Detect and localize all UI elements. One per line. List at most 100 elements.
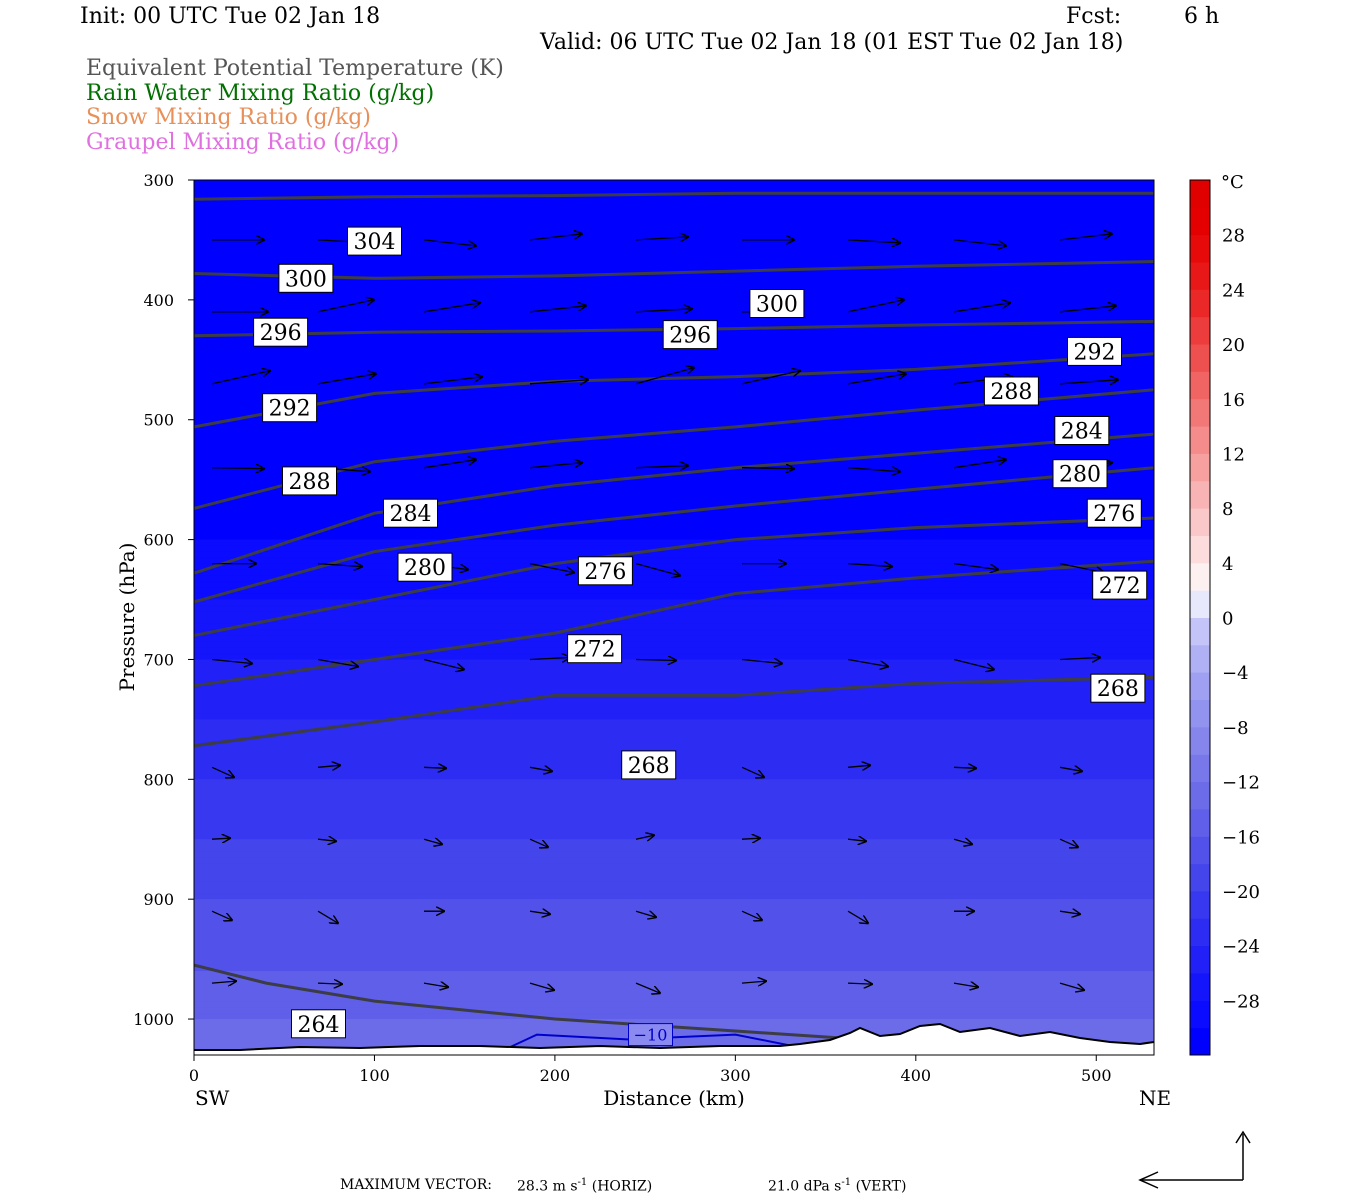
temperature-band [194,809,1154,816]
theta-e-label-box [1086,498,1142,528]
horiz-exponent: -1 [577,1177,588,1188]
temperature-band [194,719,1154,726]
temperature-band [194,521,1154,529]
colorbar-cell [1190,863,1210,892]
colorbar-cell [1190,890,1210,919]
temperature-band [194,971,1154,978]
theta-e-contour [194,516,1154,637]
temperature-band [194,833,1154,840]
theta-e-label: 284 [1061,420,1103,445]
temperature-band [194,1037,1154,1044]
temperature-band [194,407,1154,415]
wind-vector [847,300,904,313]
temperature-band [194,779,1154,786]
y-tick-label: 800 [143,770,174,789]
temperature-band [194,821,1154,828]
theta-e-label-box [282,466,337,496]
wind-vector [211,766,234,777]
colorbar-cell [1190,344,1210,372]
y-tick-label: 600 [143,531,174,550]
wind-vector [635,660,676,661]
wind-vector [423,303,480,313]
colorbar-cell [1190,562,1210,591]
theta-e-label-box [983,376,1039,406]
colorbar-cell [1190,535,1210,564]
temperature-band [194,893,1154,900]
temperature-band [194,839,1154,846]
temperature-band [194,251,1154,259]
wind-vector [953,767,976,768]
colorbar-cell [1190,180,1210,208]
theta-e-contour [194,675,1154,748]
terrain [194,1022,1154,1055]
temperature-band [194,419,1154,427]
legend-theta-e: Equivalent Potential Temperature (K) [86,56,504,81]
wind-vector [529,982,554,990]
contour-labels: 304 300 300 296 296 292 292 288 288 284 284 280 280 2… [253,226,1148,1047]
temperature-band [194,887,1154,894]
colorbar-tick-label: 12 [1222,444,1245,465]
temperature-band [194,611,1154,619]
temperature-band [194,701,1154,708]
wind-vector [635,982,660,993]
temperature-band [194,383,1154,391]
wind-vector [953,658,994,670]
theta-e-label: 288 [289,470,331,495]
temperature-band [194,683,1154,691]
temperature-band [194,503,1154,511]
temperature-band [194,671,1154,679]
theta-e-label-box [567,634,623,664]
temperature-band [194,263,1154,271]
temperature-band [194,491,1154,499]
theta-e-label-box [1054,416,1110,445]
wind-vector [953,839,972,844]
temperature-band [194,575,1154,583]
wind-vector [741,660,782,664]
temperature-band [194,815,1154,822]
colorbar-tick-label: −8 [1222,718,1249,739]
y-tick-label: 900 [143,890,174,909]
colorbar: °C 28 24 20 16 12 8 4 0 −4 −8 −12 −16 −20 −24 −28 [1189,172,1260,1056]
wind-vector [635,562,680,576]
temperature-band [194,197,1154,205]
temperature-band [194,737,1154,744]
theta-e-label-box [397,552,453,582]
wind-vector [211,468,264,469]
plot-frame [193,179,1155,1056]
colorbar-cell [1190,1000,1210,1029]
wind-vector [741,371,800,385]
temperature-band [194,365,1154,373]
temperature-band [194,869,1154,876]
colorbar-cell [1190,699,1210,728]
temperature-band [194,989,1154,996]
theta-e-label: 276 [1093,502,1135,527]
temperature-band [194,1019,1154,1026]
wind-vector [423,377,482,385]
colorbar-cell [1190,234,1210,263]
theta-e-label: 264 [298,1013,340,1038]
theta-e-label: 300 [756,293,798,318]
temperature-band [194,1007,1154,1014]
theta-e-label: 296 [669,324,711,349]
wind-vector [317,658,358,667]
colorbar-cell [1190,207,1210,236]
x-tick-label: 200 [540,1066,571,1085]
x-tick-label: 100 [359,1066,390,1085]
temperature-band [194,1013,1154,1020]
wind-vector [211,981,236,983]
colorbar-tick-label: 28 [1222,226,1245,247]
temperature-band [194,905,1154,912]
temperature-band [194,395,1154,403]
axes: 300 400 500 600 700 800 900 1000 0 100 200 300 400 50… [115,171,1171,1110]
temperature-band [194,599,1154,607]
temperature-band [194,479,1154,487]
x-tick-label: 400 [901,1066,932,1085]
wind-vector [529,234,582,241]
wind-vector [741,468,794,469]
temperature-band [194,185,1154,193]
temperature-band [194,875,1154,882]
temperature-band [194,917,1154,924]
wind-vector [423,983,448,987]
colorbar-cell [1190,918,1210,947]
temperature-band [194,311,1154,319]
